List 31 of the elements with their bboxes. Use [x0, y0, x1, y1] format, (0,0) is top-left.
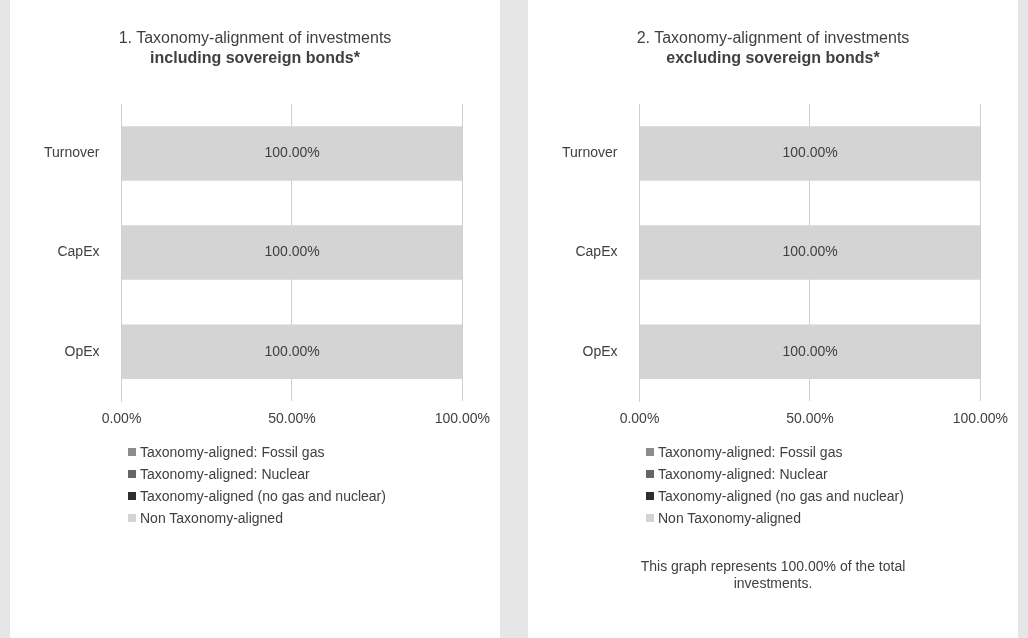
chart-subtitle: excluding sovereign bonds*	[665, 48, 881, 68]
legend-label: Non Taxonomy-aligned	[140, 510, 283, 526]
legend-label: Taxonomy-aligned: Nuclear	[140, 466, 310, 482]
legend-label: Taxonomy-aligned: Fossil gas	[140, 444, 325, 460]
y-tick-label: Turnover	[561, 144, 618, 161]
x-tick-label: 100.00%	[434, 410, 491, 427]
data-label: 100.00%	[264, 243, 320, 260]
data-label: 100.00%	[782, 144, 838, 161]
data-label: 100.00%	[782, 342, 838, 359]
y-tick-label: OpEx	[64, 342, 100, 359]
x-tick-label: 0.00%	[619, 410, 660, 427]
x-tick-label: 0.00%	[101, 410, 142, 427]
y-tick-label: CapEx	[57, 243, 100, 260]
legend-label: Non Taxonomy-aligned	[658, 510, 801, 526]
x-tick-label: 100.00%	[952, 410, 1009, 427]
x-tick-label: 50.00%	[268, 410, 316, 427]
y-tick-label: Turnover	[43, 144, 100, 161]
legend-label: Taxonomy-aligned: Fossil gas	[658, 444, 843, 460]
y-tick-label: OpEx	[582, 342, 618, 359]
legend-label: Taxonomy-aligned (no gas and nuclear)	[140, 488, 386, 504]
x-tick-label: 50.00%	[786, 410, 834, 427]
data-label: 100.00%	[264, 144, 320, 161]
chart-title: 2. Taxonomy-alignment of investments	[635, 28, 911, 48]
chart-title: 1. Taxonomy-alignment of investments	[117, 28, 393, 48]
chart-subtitle: including sovereign bonds*	[149, 48, 361, 68]
data-label: 100.00%	[264, 342, 320, 359]
legend-label: Taxonomy-aligned (no gas and nuclear)	[658, 488, 904, 504]
y-tick-label: CapEx	[575, 243, 618, 260]
text: This graph represents 100.00% of the total investments.	[639, 558, 907, 592]
data-label: 100.00%	[782, 243, 838, 260]
legend-label: Taxonomy-aligned: Nuclear	[658, 466, 828, 482]
